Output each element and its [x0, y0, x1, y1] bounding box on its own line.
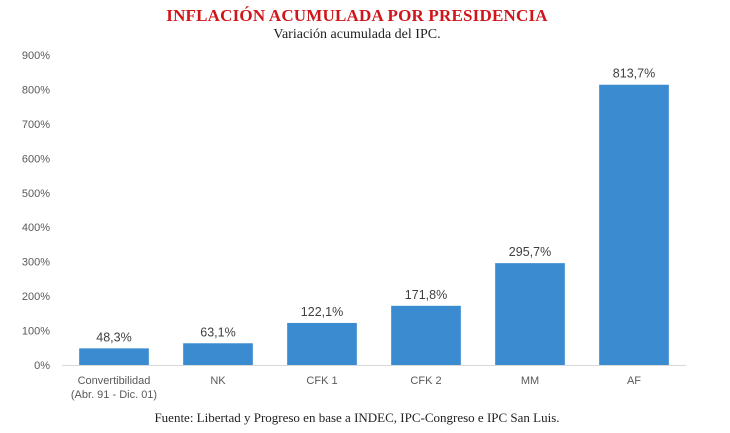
x-tick-label: CFK 2: [410, 375, 441, 387]
data-label: 63,1%: [200, 325, 235, 339]
x-tick-label: (Abr. 91 - Dic. 01): [71, 389, 157, 401]
y-tick-label: 700%: [22, 119, 50, 131]
y-tick-label: 100%: [22, 326, 50, 338]
bars: 48,3% 63,1% 122,1% 171,8% 295,7% 813,7%: [79, 67, 669, 365]
source-note: Fuente: Libertad y Progreso en base a IN…: [154, 410, 560, 425]
x-tick-label: AF: [627, 375, 641, 387]
y-tick-label: 800%: [22, 84, 50, 96]
x-tick-label: MM: [521, 375, 539, 387]
bar: [599, 84, 669, 365]
x-tick-label: NK: [210, 375, 226, 387]
y-axis: 0% 100% 200% 300% 400% 500% 600% 700% 800% 900%: [22, 50, 686, 372]
data-label: 295,7%: [509, 245, 551, 259]
y-tick-label: 400%: [22, 222, 50, 234]
x-tick-label: CFK 1: [306, 375, 337, 387]
y-tick-label: 500%: [22, 188, 50, 200]
data-label: 122,1%: [301, 305, 343, 319]
y-tick-label: 200%: [22, 291, 50, 303]
data-label: 48,3%: [96, 330, 131, 344]
y-tick-label: 900%: [22, 50, 50, 62]
y-tick-label: 300%: [22, 257, 50, 269]
bar: [183, 343, 253, 365]
chart-title: INFLACIÓN ACUMULADA POR PRESIDENCIA: [166, 6, 548, 25]
bar: [79, 348, 149, 365]
x-tick-label: Convertibilidad: [78, 375, 151, 387]
bar: [495, 263, 565, 365]
chart-subtitle: Variación acumulada del IPC.: [273, 27, 441, 42]
data-label: 171,8%: [405, 288, 447, 302]
y-tick-label: 0%: [34, 360, 50, 372]
bar: [287, 322, 357, 365]
bar: [391, 305, 461, 365]
y-tick-label: 600%: [22, 153, 50, 165]
x-axis: Convertibilidad (Abr. 91 - Dic. 01) NK CFK …: [71, 375, 641, 401]
data-label: 813,7%: [613, 67, 655, 81]
